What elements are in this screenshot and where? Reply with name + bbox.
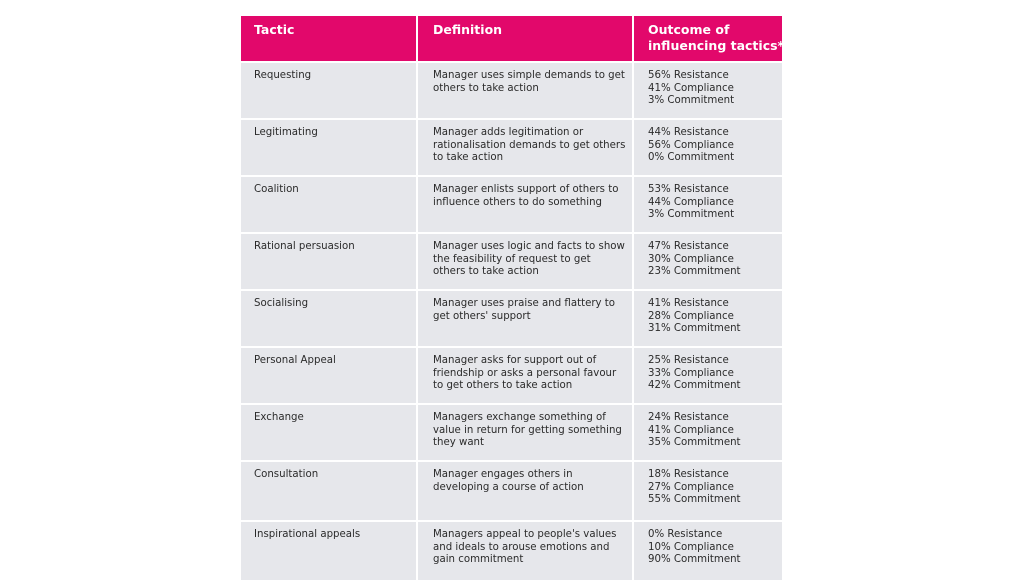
- definition-cell: Manager engages others in developing a c…: [418, 462, 634, 520]
- influencing-tactics-table: Tactic Definition Outcome of influencing…: [241, 16, 785, 582]
- definition-cell: Manager adds legitimation or rationalisa…: [418, 120, 634, 175]
- outcome-value: 27% Compliance: [648, 481, 734, 493]
- outcome-value: 42% Commitment: [648, 380, 741, 392]
- outcome-value: 31% Commitment: [648, 323, 741, 335]
- outcome-value: 33% Compliance: [648, 367, 734, 379]
- definition-text: Manager uses logic and facts to show the…: [433, 241, 625, 278]
- outcome-value: 24% Resistance: [648, 412, 729, 423]
- outcome-cell: 47% Resistance 30% Compliance 23% Commitme…: [634, 234, 782, 289]
- header-outcome: Outcome of influencing tactics*: [634, 16, 785, 61]
- outcome-value: 23% Commitment: [648, 266, 741, 278]
- definition-cell: Managers appeal to people's values and i…: [418, 522, 634, 580]
- outcome-value: 56% Compliance: [648, 139, 734, 151]
- definition-cell: Managers exchange something of value in …: [418, 405, 634, 460]
- definition-cell: Manager uses praise and flattery to get …: [418, 291, 634, 346]
- tactic-cell: Exchange: [241, 405, 418, 460]
- outcome-value: 44% Resistance: [648, 127, 729, 138]
- definition-text: Manager enlists support of others to inf…: [433, 184, 619, 208]
- outcome-value: 53% Resistance: [648, 184, 729, 195]
- outcome-value: 35% Commitment: [648, 437, 741, 449]
- outcome-cell: 56% Resistance 41% Compliance 3% Commitmen…: [634, 63, 782, 118]
- definition-text: Manager uses praise and flattery to get …: [433, 298, 616, 322]
- tactic-cell: Personal Appeal: [241, 348, 418, 403]
- tactic-name: Inspirational appeals: [254, 529, 361, 540]
- outcome-value: 18% Resistance: [648, 469, 729, 480]
- tactic-cell: Legitimating: [241, 120, 418, 175]
- tactic-name: Legitimating: [254, 127, 318, 138]
- definition-cell: Manager asks for support out of friendsh…: [418, 348, 634, 403]
- table-row: Requesting Manager uses simple demands to…: [241, 63, 782, 120]
- outcome-cell: 44% Resistance 56% Compliance 0% Commitmen…: [634, 120, 782, 175]
- table-row: Coalition Manager enlists support of othe…: [241, 177, 782, 234]
- definition-text: Manager adds legitimation or rationalisa…: [433, 127, 626, 164]
- definition-cell: Manager enlists support of others to inf…: [418, 177, 634, 232]
- table-row: Socialising Manager uses praise and flatt…: [241, 291, 782, 348]
- tactic-name: Personal Appeal: [254, 355, 336, 366]
- tactic-name: Exchange: [254, 412, 304, 423]
- header-definition-label: Definition: [433, 22, 503, 37]
- table-body: Requesting Manager uses simple demands to…: [241, 63, 782, 582]
- outcome-value: 55% Commitment: [648, 494, 741, 506]
- header-tactic: Tactic: [241, 16, 418, 61]
- tactic-name: Consultation: [254, 469, 319, 480]
- outcome-value: 0% Commitment: [648, 152, 735, 164]
- table-row: Personal Appeal Manager asks for support …: [241, 348, 782, 405]
- outcome-value: 41% Resistance: [648, 298, 729, 309]
- outcome-cell: 0% Resistance 10% Compliance 90% Commitmen…: [634, 522, 782, 580]
- tactic-cell: Requesting: [241, 63, 418, 118]
- outcome-value: 10% Compliance: [648, 541, 734, 553]
- tactic-cell: Socialising: [241, 291, 418, 346]
- tactic-name: Socialising: [254, 298, 309, 309]
- tactic-cell: Inspirational appeals: [241, 522, 418, 580]
- outcome-value: 56% Resistance: [648, 70, 729, 81]
- outcome-value: 44% Compliance: [648, 196, 734, 208]
- definition-text: Managers exchange something of value in …: [433, 412, 622, 449]
- outcome-value: 47% Resistance: [648, 241, 729, 252]
- definition-text: Manager asks for support out of friendsh…: [433, 355, 617, 392]
- header-tactic-label: Tactic: [254, 22, 295, 37]
- tactic-name: Coalition: [254, 184, 299, 195]
- outcome-value: 25% Resistance: [648, 355, 729, 366]
- tactic-cell: Rational persuasion: [241, 234, 418, 289]
- outcome-value: 41% Compliance: [648, 82, 734, 94]
- table-row: Consultation Manager engages others in de…: [241, 462, 782, 522]
- tactic-cell: Consultation: [241, 462, 418, 520]
- outcome-value: 3% Commitment: [648, 209, 735, 221]
- definition-cell: Manager uses simple demands to get other…: [418, 63, 634, 118]
- outcome-cell: 25% Resistance 33% Compliance 42% Commitme…: [634, 348, 782, 403]
- table-row: Legitimating Manager adds legitimation or…: [241, 120, 782, 177]
- outcome-value: 41% Compliance: [648, 424, 734, 436]
- definition-text: Managers appeal to people's values and i…: [433, 529, 617, 566]
- tactic-name: Rational persuasion: [254, 241, 355, 252]
- outcome-value: 90% Commitment: [648, 554, 741, 566]
- header-definition: Definition: [418, 16, 634, 61]
- table-row: Exchange Managers exchange something of v…: [241, 405, 782, 462]
- table-row: Rational persuasion Manager uses logic an…: [241, 234, 782, 291]
- definition-cell: Manager uses logic and facts to show the…: [418, 234, 634, 289]
- definition-text: Manager uses simple demands to get other…: [433, 70, 625, 94]
- definition-text: Manager engages others in developing a c…: [433, 469, 584, 493]
- tactic-cell: Coalition: [241, 177, 418, 232]
- tactic-name: Requesting: [254, 70, 312, 81]
- outcome-cell: 53% Resistance 44% Compliance 3% Commitmen…: [634, 177, 782, 232]
- outcome-value: 28% Compliance: [648, 310, 734, 322]
- outcome-value: 30% Compliance: [648, 253, 734, 265]
- table-row: Inspirational appeals Managers appeal to …: [241, 522, 782, 582]
- outcome-value: 0% Resistance: [648, 529, 723, 540]
- table-header-row: Tactic Definition Outcome of influencing…: [241, 16, 785, 63]
- header-outcome-label-line1: Outcome of: [648, 22, 730, 37]
- outcome-value: 3% Commitment: [648, 95, 735, 107]
- outcome-cell: 24% Resistance 41% Compliance 35% Commitme…: [634, 405, 782, 460]
- outcome-cell: 18% Resistance 27% Compliance 55% Commitme…: [634, 462, 782, 520]
- outcome-cell: 41% Resistance 28% Compliance 31% Commitme…: [634, 291, 782, 346]
- header-outcome-label-line2: influencing tactics*: [648, 38, 785, 53]
